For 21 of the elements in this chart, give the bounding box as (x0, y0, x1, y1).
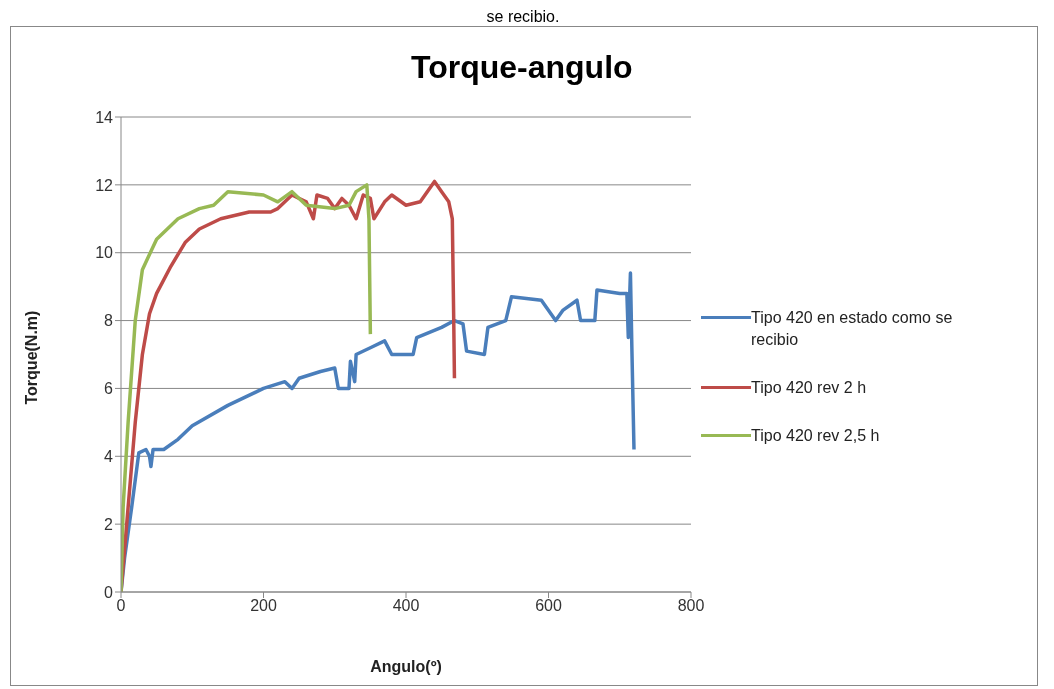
y-tick-label: 12 (95, 176, 114, 194)
chart-title: Torque-angulo (411, 49, 633, 86)
x-tick-label: 800 (677, 597, 705, 615)
x-tick-label: 600 (535, 597, 562, 615)
text: se recibio. (485, 8, 561, 26)
y-tick-label: 8 (104, 312, 114, 330)
x-tick-label: 400 (392, 597, 420, 615)
y-tick-label: 2 (104, 515, 114, 533)
line-series (121, 183, 373, 592)
x-tick-label: 0 (116, 597, 126, 615)
legend-label: Tipo 420 rev 2,5 h (751, 425, 880, 446)
y-tick-label: 0 (104, 583, 114, 601)
y-tick-label: 14 (95, 108, 114, 126)
legend-label: Tipo 420 en estado como se recibio (751, 307, 954, 350)
y-tick-label: 10 (95, 244, 114, 262)
y-axis-title: Torque(N.m) (22, 310, 40, 405)
legend-label: Tipo 420 rev 2 h (751, 377, 867, 398)
x-axis-title: Angulo(º) (370, 658, 442, 675)
y-tick-label: 6 (104, 380, 114, 398)
y-tick-label: 4 (104, 447, 114, 465)
x-tick-label: 200 (250, 597, 277, 615)
